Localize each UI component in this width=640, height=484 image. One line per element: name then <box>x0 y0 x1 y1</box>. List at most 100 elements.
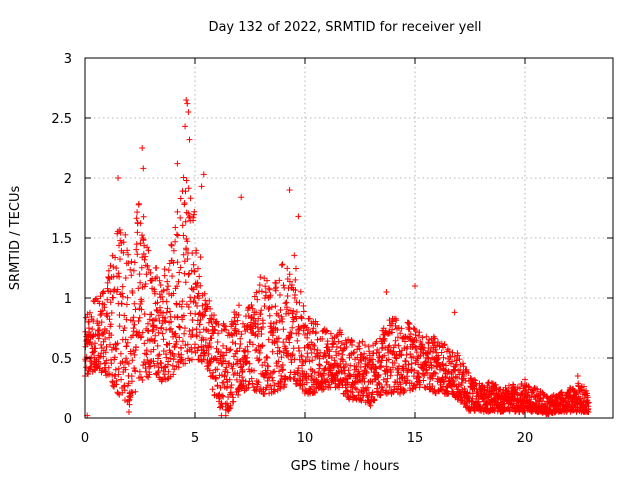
data-point <box>394 372 401 379</box>
data-point <box>405 320 412 326</box>
data-point <box>95 322 102 329</box>
data-point <box>219 403 226 410</box>
data-point <box>271 388 278 395</box>
data-point <box>157 304 163 311</box>
data-point <box>218 400 225 407</box>
data-point <box>357 364 364 370</box>
data-point <box>128 258 135 265</box>
data-point <box>364 363 371 370</box>
data-point <box>264 277 270 284</box>
data-point <box>134 229 141 236</box>
data-point <box>122 336 129 343</box>
data-point <box>269 374 276 381</box>
data-point <box>136 368 143 375</box>
data-point <box>177 195 184 202</box>
data-point <box>226 376 233 383</box>
data-point <box>82 314 89 321</box>
data-point <box>170 371 177 378</box>
data-point <box>133 246 140 253</box>
data-point <box>164 305 171 312</box>
data-point <box>317 362 323 369</box>
data-point <box>240 320 246 327</box>
data-point <box>172 224 179 231</box>
data-point <box>113 346 120 353</box>
data-point <box>193 333 200 340</box>
data-point <box>165 267 172 274</box>
data-point <box>147 269 154 276</box>
data-point <box>412 328 419 334</box>
data-point <box>187 195 194 202</box>
data-point <box>123 316 130 323</box>
data-point <box>255 321 261 328</box>
data-point <box>107 262 114 269</box>
data-point <box>98 319 105 326</box>
data-point <box>416 329 423 336</box>
data-point <box>278 372 285 379</box>
data-point <box>296 299 303 306</box>
data-point <box>356 345 363 352</box>
data-point <box>122 366 129 373</box>
data-point <box>142 365 149 372</box>
grid <box>85 58 613 418</box>
data-point <box>280 326 287 333</box>
data-point <box>112 254 119 261</box>
data-point <box>323 327 330 334</box>
data-point <box>188 348 195 355</box>
data-point <box>185 271 192 278</box>
data-point <box>371 397 378 404</box>
data-point <box>89 326 96 333</box>
data-point <box>581 383 587 390</box>
data-point <box>113 265 120 272</box>
data-point <box>391 360 398 366</box>
data-point <box>116 273 123 280</box>
data-point <box>174 160 181 167</box>
data-point <box>113 377 120 384</box>
data-point <box>358 389 364 395</box>
data-point <box>284 306 290 313</box>
data-point <box>434 339 441 345</box>
data-point <box>349 338 356 345</box>
data-point <box>104 313 111 320</box>
data-point <box>251 367 257 374</box>
data-point <box>221 323 228 330</box>
data-point <box>265 336 272 343</box>
data-point <box>306 358 313 365</box>
data-point <box>189 356 195 363</box>
data-point <box>359 338 366 345</box>
data-point <box>349 384 356 391</box>
data-point <box>387 372 394 379</box>
data-point <box>131 351 138 358</box>
data-point <box>397 330 404 337</box>
data-point <box>114 286 121 293</box>
data-point <box>282 300 289 307</box>
data-point <box>132 306 139 313</box>
data-point <box>223 327 229 333</box>
data-point <box>160 368 167 374</box>
data-point <box>229 339 236 346</box>
data-point <box>138 333 145 340</box>
data-point <box>451 353 458 360</box>
data-point <box>431 369 438 376</box>
data-point <box>180 232 187 239</box>
data-point <box>309 357 316 364</box>
data-point <box>254 333 261 340</box>
data-point <box>171 353 178 359</box>
data-point <box>333 343 340 350</box>
data-point <box>124 339 131 346</box>
data-point <box>265 363 272 370</box>
data-point <box>278 354 285 361</box>
data-point <box>406 325 413 332</box>
data-point <box>86 309 93 316</box>
data-point <box>460 360 466 367</box>
data-point <box>284 265 291 272</box>
data-point <box>270 329 277 336</box>
data-point <box>130 314 137 321</box>
data-point <box>126 409 132 415</box>
data-point <box>386 317 393 324</box>
data-point <box>537 395 544 402</box>
data-point <box>311 369 318 375</box>
data-point <box>137 220 144 227</box>
data-point <box>153 265 160 271</box>
data-point <box>119 290 126 297</box>
data-point <box>219 392 226 399</box>
